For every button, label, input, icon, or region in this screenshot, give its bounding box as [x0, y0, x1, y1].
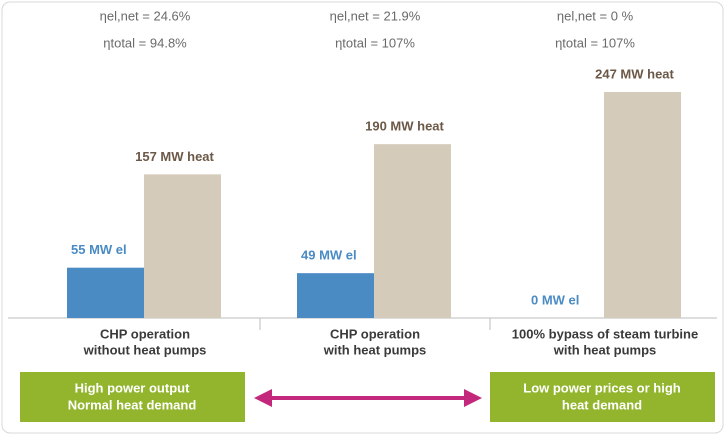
annotation: ηtotal = 94.8% [103, 35, 187, 50]
category-label: CHP operation [100, 326, 190, 341]
bar [297, 273, 374, 318]
bar [374, 144, 451, 318]
annotation: ηtotal = 107% [555, 35, 635, 50]
value-label: 190 MW heat [365, 119, 444, 134]
bar [67, 267, 144, 318]
bar [604, 92, 681, 318]
value-label: 157 MW heat [135, 149, 214, 164]
category-label: 100% bypass of steam turbine [512, 326, 698, 341]
value-label: 247 MW heat [595, 66, 674, 81]
value-label: 49 MW el [301, 248, 357, 263]
box-label: Normal heat demand [68, 397, 197, 412]
category-label: with heat pumps [323, 342, 427, 357]
box-label: Low power prices or high [523, 380, 681, 395]
category-label: without heat pumps [83, 342, 207, 357]
annotation: ηel,net = 0 % [557, 8, 634, 23]
annotation: ηtotal = 107% [335, 35, 415, 50]
arrow-head [464, 389, 482, 407]
annotation: ηel,net = 24.6% [100, 8, 191, 23]
box-label: heat demand [562, 397, 642, 412]
category-label: CHP operation [330, 326, 420, 341]
box [20, 372, 245, 422]
box [490, 372, 715, 422]
arrow-head [254, 389, 272, 407]
annotation: ηel,net = 21.9% [330, 8, 421, 23]
category-label: with heat pumps [553, 342, 657, 357]
box-label: High power output [75, 380, 190, 395]
bar [144, 174, 221, 318]
value-label: 0 MW el [531, 292, 579, 307]
value-label: 55 MW el [71, 242, 127, 257]
